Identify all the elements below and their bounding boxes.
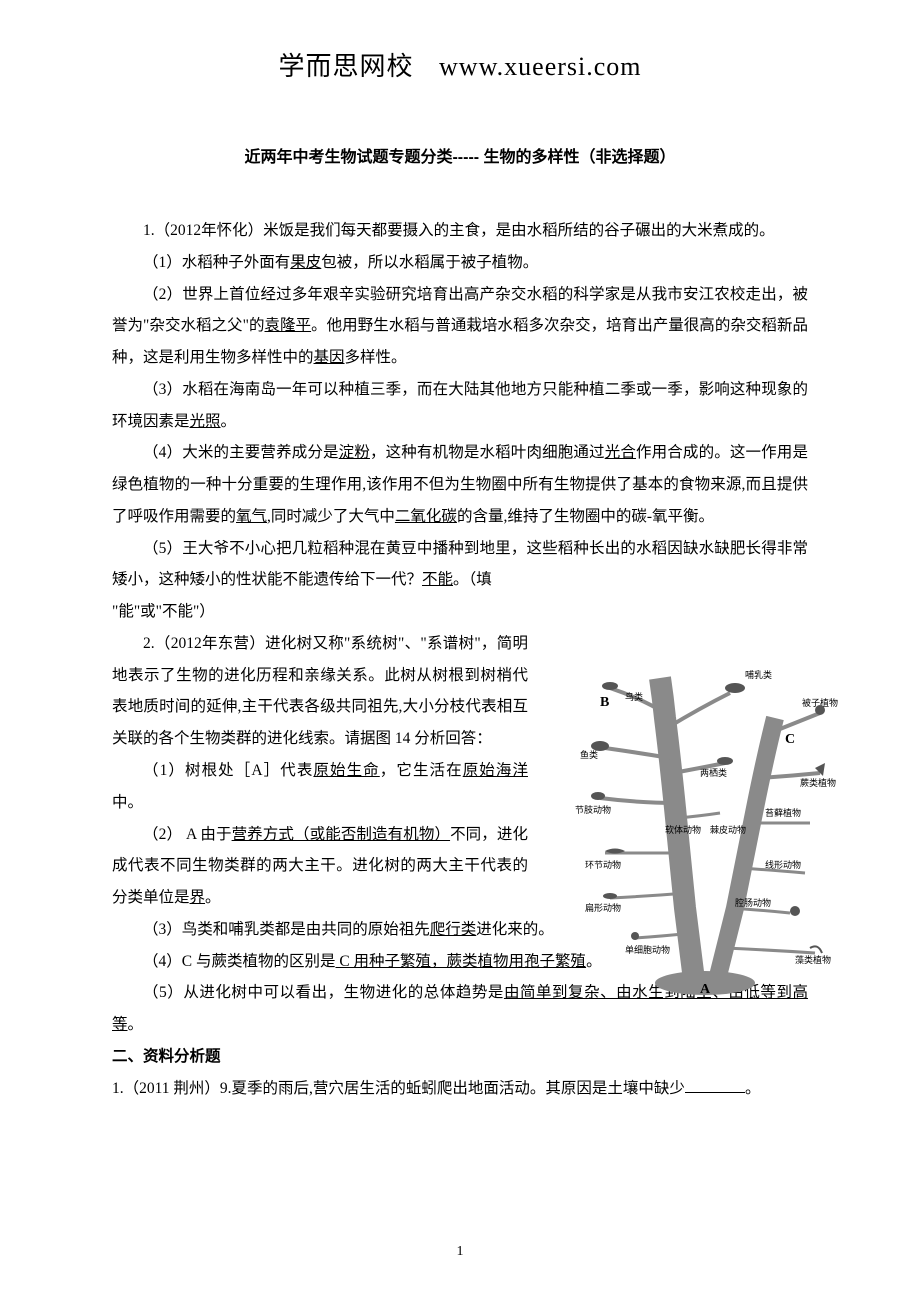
section2-q1-end: 。 [745, 1080, 761, 1097]
label-moss: 苔藓植物 [765, 807, 801, 818]
q2-p1-a: （1）树根处［A］代表 [143, 762, 313, 779]
q2-p2-c: 。 [205, 889, 221, 906]
label-coel: 腔肠动物 [735, 897, 771, 908]
bird-icon [602, 682, 618, 690]
q1-p1: （1）水稻种子外面有果皮包被，所以水稻属于被子植物。 [112, 247, 808, 279]
q1-p4-u3: 氧气 [236, 508, 267, 525]
q1-p5-line2: "能"或"不能"） [112, 596, 808, 628]
evolution-tree-diagram: B C A 哺乳类 鸟类 鱼类 两栖类 节肢动物 软体动物 棘皮动物 环节动物 … [570, 658, 840, 998]
label-C: C [785, 732, 795, 747]
q1-p2: （2）世界上首位经过多年艰辛实验研究培育出高产杂交水稻的科学家是从我市安江农校走… [112, 279, 808, 374]
branch-algae [725, 948, 815, 953]
q1-p1-u: 果皮 [290, 254, 321, 271]
q1-p2-u2: 基因 [314, 349, 345, 366]
section2-q1-text: 1.（2011 荆州）9.夏季的雨后,营穴居生活的蚯蚓爬出地面活动。其原因是土壤… [112, 1080, 685, 1097]
label-B: B [600, 695, 609, 710]
q2-p1-u1: 原始生命 [313, 762, 379, 779]
q1-p1-b: 包被，所以水稻属于被子植物。 [321, 254, 538, 271]
q2-p1-b: ，它生活在 [380, 762, 463, 779]
coel-icon [790, 906, 800, 916]
q1-p4-u4: 二氧化碳 [395, 508, 457, 525]
q2-p2-u2: 界 [190, 889, 206, 906]
protozoa-icon [631, 932, 639, 940]
q1-p4: （4）大米的主要营养成分是淀粉，这种有机物是水稻叶肉细胞通过光合作用合成的。这一… [112, 437, 808, 532]
q2-p3-u: 爬行类 [430, 921, 477, 938]
seed-icon [815, 705, 825, 715]
q2-p3-b: 进化来的。 [476, 921, 554, 938]
page-number: 1 [0, 1244, 920, 1260]
flatworm-icon [603, 893, 617, 899]
q1-p4-u2: 光合 [605, 444, 636, 461]
label-annelid: 环节动物 [585, 859, 621, 870]
q1-p2-u1: 袁隆平 [264, 317, 311, 334]
q1-p4-a: （4）大米的主要营养成分是 [143, 444, 339, 461]
site-url: www.xueersi.com [439, 52, 641, 81]
label-flatworm: 扁形动物 [585, 902, 621, 913]
label-fish: 鱼类 [580, 749, 598, 760]
blank-line [685, 1092, 745, 1093]
label-amphibian: 两栖类 [700, 767, 727, 778]
label-mammal: 哺乳类 [745, 669, 772, 680]
fish-icon [591, 741, 609, 751]
label-A: A [700, 982, 711, 997]
section2-q1: 1.（2011 荆州）9.夏季的雨后,营穴居生活的蚯蚓爬出地面活动。其原因是土壤… [112, 1073, 808, 1105]
label-fern: 蕨类植物 [800, 777, 836, 788]
site-name: 学而思网校 [279, 52, 414, 81]
q2-p2-a: （2） A 由于 [143, 826, 232, 843]
q2-p5-b: 。 [128, 1016, 144, 1033]
label-echinoderm: 棘皮动物 [710, 824, 746, 835]
q2-p4-u: C 用种子繁殖，蕨类植物用孢子繁殖 [335, 953, 586, 970]
q2-p1-c: 中。 [112, 794, 143, 811]
document-title: 近两年中考生物试题专题分类----- 生物的多样性（非选择题） [112, 143, 808, 167]
q2-p2-u: 营养方式（或能否制造有机物） [232, 826, 450, 843]
q1-p3-u: 光照 [190, 413, 221, 430]
q1-p4-u1: 淀粉 [339, 444, 370, 461]
q2-p3-a: （3）鸟类和哺乳类都是由共同的原始祖先 [143, 921, 430, 938]
q1-p4-e: 的含量,维持了生物圈中的碳-氧平衡。 [457, 508, 714, 525]
q1-p2-c: 多样性。 [345, 349, 407, 366]
q1-intro: 1.（2012年怀化）米饭是我们每天都要摄入的主食，是由水稻所结的谷子碾出的大米… [112, 215, 808, 247]
q2-p4-a: （4）C 与蕨类植物的区别是 [143, 953, 335, 970]
label-nematode: 线形动物 [765, 859, 801, 870]
q2-p5-a: （5）从进化树中可以看出，生物进化的总体趋势是 [143, 984, 504, 1001]
label-mollusk: 软体动物 [665, 824, 701, 835]
page-header: 学而思网校 www.xueersi.com [0, 0, 920, 83]
label-algae: 藻类植物 [795, 954, 831, 965]
amphibian-icon [717, 757, 733, 765]
q1-p4-d: ,同时减少了大气中 [267, 508, 395, 525]
q1-p4-b: ，这种有机物是水稻叶肉细胞通过 [370, 444, 605, 461]
q1-p3-b: 。 [221, 413, 237, 430]
q1-p1-a: （1）水稻种子外面有 [143, 254, 290, 271]
q1-p5-u: 不能 [422, 571, 453, 588]
q1-p3: （3）水稻在海南岛一年可以种植三季，而在大陆其他地方只能种植二季或一季，影响这种… [112, 374, 808, 438]
q2-p1-u2: 原始海洋 [463, 762, 528, 779]
q1-p5-b: 。（填 [453, 571, 492, 588]
q1-p5-line1: （5）王大爷不小心把几粒稻种混在黄豆中播种到地里，这些稻种长出的水稻因缺水缺肥长… [112, 533, 808, 597]
mammal-icon [725, 683, 745, 693]
tree-svg: B C A 哺乳类 鸟类 鱼类 两栖类 节肢动物 软体动物 棘皮动物 环节动物 … [570, 658, 840, 998]
arthropod-icon [591, 792, 605, 800]
label-arthropod: 节肢动物 [575, 804, 611, 815]
section2-header: 二、资料分析题 [112, 1041, 808, 1073]
label-protozoa: 单细胞动物 [625, 944, 670, 955]
branch-mammal [667, 693, 730, 728]
label-bird: 鸟类 [625, 691, 643, 702]
